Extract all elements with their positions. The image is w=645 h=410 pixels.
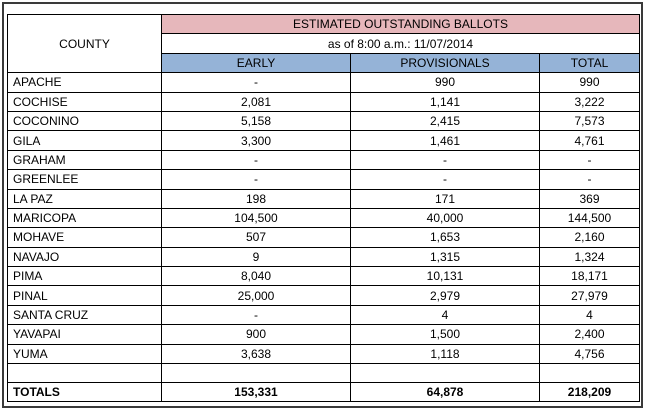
total-cell: 4: [539, 304, 640, 326]
early-cell: -: [161, 169, 351, 190]
total-cell: -: [539, 149, 640, 171]
county-cell: COCONINO: [7, 110, 162, 132]
provisionals-cell: 4: [350, 304, 540, 326]
county-cell: COCHISE: [7, 91, 162, 112]
provisionals-cell: 1,118: [350, 343, 540, 365]
total-cell: 3,222: [539, 91, 640, 112]
county-cell: MOHAVE: [7, 227, 162, 248]
total-cell: -: [539, 169, 640, 190]
table-subtitle: as of 8:00 a.m.: 11/07/2014: [161, 33, 640, 54]
early-cell: 5,158: [161, 110, 351, 132]
county-cell: PIMA: [7, 266, 162, 287]
total-cell: 2,400: [539, 324, 640, 345]
county-cell: PINAL: [7, 285, 162, 306]
table-row: GRAHAM - - -: [7, 149, 640, 171]
total-cell: 369: [539, 188, 640, 209]
provisionals-cell: 40,000: [350, 207, 540, 229]
provisionals-cell: 2,415: [350, 110, 540, 132]
total-cell: 4,761: [539, 130, 640, 151]
provisionals-cell: -: [350, 149, 540, 171]
table-row: YAVAPAI 900 1,500 2,400: [7, 324, 640, 345]
totals-provisionals: 64,878: [350, 382, 540, 403]
county-cell: SANTA CRUZ: [7, 304, 162, 326]
total-cell: 18,171: [539, 266, 640, 287]
county-cell: GILA: [7, 130, 162, 151]
table-row: COCHISE 2,081 1,141 3,222: [7, 91, 640, 112]
table-row: COCONINO 5,158 2,415 7,573: [7, 110, 640, 132]
county-cell: GREENLEE: [7, 169, 162, 190]
early-cell: -: [161, 149, 351, 171]
early-cell: 3,638: [161, 343, 351, 365]
spacer-row: [7, 363, 640, 384]
provisionals-cell: 1,653: [350, 227, 540, 248]
column-header-provisionals: PROVISIONALS: [350, 52, 540, 74]
table-row: SANTA CRUZ -4 4: [7, 304, 640, 326]
county-cell: YUMA: [7, 343, 162, 365]
county-cell: LA PAZ: [7, 188, 162, 209]
early-cell: 3,300: [161, 130, 351, 151]
early-cell: 9: [161, 246, 351, 268]
provisionals-cell: 2,979: [350, 285, 540, 306]
early-cell: 198: [161, 188, 351, 209]
totals-early: 153,331: [161, 382, 351, 403]
provisionals-cell: 1,500: [350, 324, 540, 345]
totals-total: 218,209: [539, 382, 640, 403]
totals-label: TOTALS: [7, 382, 162, 403]
county-cell: GRAHAM: [7, 149, 162, 171]
early-cell: 25,000: [161, 285, 351, 306]
table-row: YUMA 3,638 1,118 4,756: [7, 343, 640, 365]
outstanding-ballots-table: COUNTY ESTIMATED OUTSTANDING BALLOTS as …: [7, 13, 640, 403]
county-cell: MARICOPA: [7, 207, 162, 229]
county-cell: APACHE: [7, 72, 162, 93]
provisionals-cell: -: [350, 169, 540, 190]
total-cell: 990: [539, 72, 640, 93]
column-header-total: TOTAL: [539, 52, 640, 74]
provisionals-cell: 1,461: [350, 130, 540, 151]
early-cell: 900: [161, 324, 351, 345]
table-row: PINAL 25,000 2,979 27,979: [7, 285, 640, 306]
table-row: PIMA 8,040 10,131 18,171: [7, 266, 640, 287]
total-cell: 2,160: [539, 227, 640, 248]
provisionals-cell: 990: [350, 72, 540, 93]
provisionals-cell: 171: [350, 188, 540, 209]
early-cell: -: [161, 304, 351, 326]
provisionals-cell: 10,131: [350, 266, 540, 287]
provisionals-cell: 1,141: [350, 91, 540, 112]
total-cell: 144,500: [539, 207, 640, 229]
county-header: COUNTY: [7, 13, 162, 74]
early-cell: 104,500: [161, 207, 351, 229]
table-row: MARICOPA 104,500 40,000 144,500: [7, 207, 640, 229]
early-cell: -: [161, 72, 351, 93]
table-title: ESTIMATED OUTSTANDING BALLOTS: [161, 13, 640, 35]
county-cell: NAVAJO: [7, 246, 162, 268]
early-cell: 2,081: [161, 91, 351, 112]
totals-row: TOTALS 153,331 64,878 218,209: [7, 382, 640, 403]
table-row: GREENLEE - - -: [7, 169, 640, 190]
total-cell: 1,324: [539, 246, 640, 268]
early-cell: 8,040: [161, 266, 351, 287]
table-row: LA PAZ 198 171 369: [7, 188, 640, 209]
total-cell: 4,756: [539, 343, 640, 365]
total-cell: 7,573: [539, 110, 640, 132]
total-cell: 27,979: [539, 285, 640, 306]
column-header-early: EARLY: [161, 52, 351, 74]
early-cell: 507: [161, 227, 351, 248]
table-row: GILA 3,300 1,461 4,761: [7, 130, 640, 151]
table-row: APACHE -990 990: [7, 72, 640, 93]
provisionals-cell: 1,315: [350, 246, 540, 268]
table-row: MOHAVE 507 1,653 2,160: [7, 227, 640, 248]
county-cell: YAVAPAI: [7, 324, 162, 345]
table-row: NAVAJO 9 1,315 1,324: [7, 246, 640, 268]
